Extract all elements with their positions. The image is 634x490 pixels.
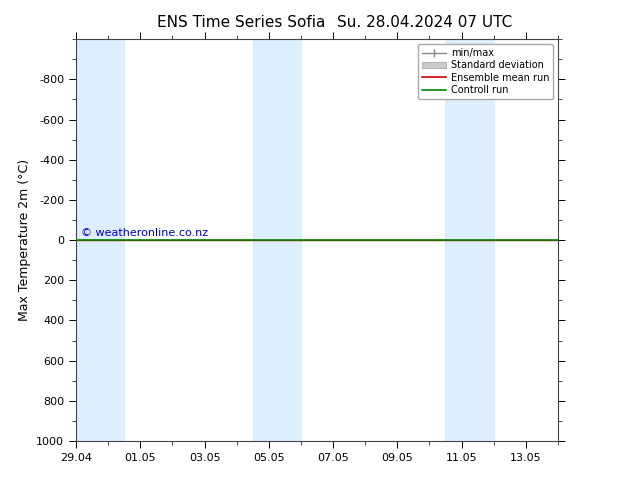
Bar <box>253 39 301 441</box>
Text: Su. 28.04.2024 07 UTC: Su. 28.04.2024 07 UTC <box>337 15 512 30</box>
Bar <box>76 39 124 441</box>
Bar <box>446 39 494 441</box>
Legend: min/max, Standard deviation, Ensemble mean run, Controll run: min/max, Standard deviation, Ensemble me… <box>418 44 553 99</box>
Text: © weatheronline.co.nz: © weatheronline.co.nz <box>81 228 208 238</box>
Text: ENS Time Series Sofia: ENS Time Series Sofia <box>157 15 325 30</box>
Y-axis label: Max Temperature 2m (°C): Max Temperature 2m (°C) <box>18 159 30 321</box>
